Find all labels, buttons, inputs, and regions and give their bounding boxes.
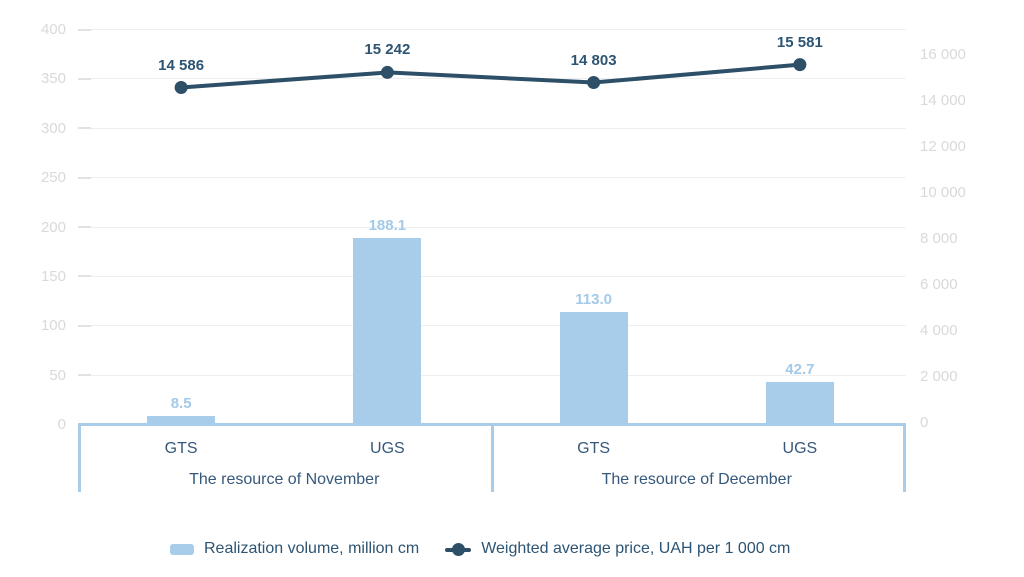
- y-axis-label-right: 16 000: [920, 46, 966, 63]
- category-label: UGS: [370, 440, 405, 457]
- group-label: The resource of December: [601, 471, 792, 488]
- grid-line: [78, 78, 906, 80]
- y-axis-label-left: 300: [40, 119, 66, 137]
- line-marker-icon: [445, 542, 472, 556]
- category-label: UGS: [782, 440, 818, 457]
- legend-item-weighted-average-price[interactable]: Weighted average price, UAH per 1 000 cm: [445, 540, 790, 558]
- grid-line: [78, 29, 906, 30]
- y-axis-label-left: 200: [40, 218, 66, 236]
- line-value-label: 15 242: [364, 41, 411, 59]
- y-axis-label-right: 8 000: [920, 230, 958, 247]
- price-line: [179, 62, 802, 90]
- y-axis-label-left: 100: [40, 317, 66, 335]
- y-axis-label-right: 0: [920, 414, 929, 431]
- category-label: GTS: [164, 440, 198, 457]
- y-axis-tick: [78, 275, 91, 278]
- y-axis-tick: [78, 28, 91, 31]
- line-value-label: 14 803: [570, 51, 617, 69]
- x-axis-group-divider: [903, 423, 906, 492]
- x-axis-group-divider: [78, 423, 81, 492]
- y-axis-label-right: 6 000: [920, 276, 958, 293]
- line-value-label: 15 581: [776, 33, 823, 51]
- y-axis-tick: [78, 324, 91, 327]
- legend-label: Weighted average price, UAH per 1 000 cm: [481, 540, 791, 557]
- y-axis-tick: [78, 127, 91, 130]
- bar-value-label: 188.1: [368, 217, 407, 235]
- line-point[interactable]: [380, 65, 394, 79]
- y-axis-label-left: 400: [40, 21, 66, 38]
- line-point[interactable]: [793, 58, 807, 72]
- y-axis-label-left: 50: [49, 366, 66, 384]
- chart-legend: Realization volume, million cm Weighted …: [170, 540, 790, 558]
- line-point[interactable]: [174, 81, 188, 95]
- y-axis-label-right: 10 000: [920, 184, 966, 201]
- y-axis-tick: [78, 176, 91, 179]
- x-axis-group-divider: [490, 423, 494, 492]
- y-axis-label-left: 350: [40, 70, 66, 88]
- grid-line: [78, 374, 906, 376]
- y-axis-tick: [78, 77, 91, 80]
- bar-value-label: 8.5: [170, 394, 192, 412]
- y-axis-label-left: 0: [57, 416, 66, 433]
- y-axis-label-right: 4 000: [920, 322, 958, 339]
- bar-value-label: 113.0: [575, 291, 612, 309]
- y-axis-label-right: 14 000: [920, 92, 966, 109]
- category-label: GTS: [577, 440, 611, 457]
- y-axis-label-right: 2 000: [920, 368, 958, 385]
- grid-line: [78, 325, 906, 327]
- y-axis-label-left: 150: [40, 267, 66, 285]
- bar[interactable]: [353, 238, 422, 424]
- group-label: The resource of November: [189, 471, 380, 488]
- legend-item-realization-volume[interactable]: Realization volume, million cm: [170, 540, 419, 558]
- bar[interactable]: [765, 381, 834, 424]
- bar-swatch-icon: [170, 543, 194, 555]
- y-axis-tick: [78, 374, 91, 377]
- legend-label: Realization volume, million cm: [204, 540, 420, 557]
- y-axis-label-right: 12 000: [920, 138, 966, 155]
- grid-line: [78, 127, 906, 129]
- bar[interactable]: [147, 415, 216, 424]
- grid-line: [78, 177, 906, 179]
- bar[interactable]: [559, 312, 628, 424]
- line-value-label: 14 586: [158, 56, 205, 74]
- grid-line: [78, 226, 906, 228]
- y-axis-label-left: 250: [40, 169, 66, 187]
- grid-line: [78, 275, 906, 277]
- bar-value-label: 42.7: [785, 360, 815, 378]
- y-axis-tick: [78, 226, 91, 228]
